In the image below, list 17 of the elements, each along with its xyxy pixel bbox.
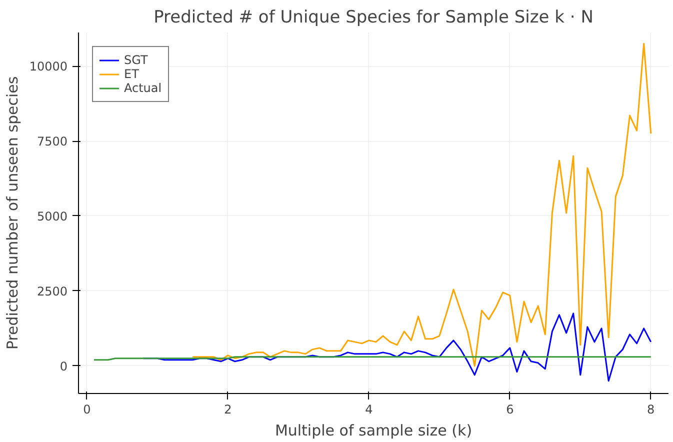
y-tick-label: 2500	[36, 284, 68, 298]
y-axis-title: Predicted number of unseen species	[3, 76, 22, 350]
chart-title: Predicted # of Unique Species for Sample Size k · N	[154, 8, 594, 28]
x-tick-label: 0	[83, 402, 91, 416]
legend-label: SGT	[124, 53, 148, 67]
line-series	[192, 42, 652, 367]
x-tick-label: 8	[647, 402, 655, 416]
legend-label: Actual	[124, 81, 162, 95]
x-tick-label: 4	[365, 402, 373, 416]
y-tick-label: 5000	[36, 210, 68, 224]
x-tick-label: 2	[224, 402, 232, 416]
y-tick-label: 10000	[29, 60, 68, 74]
y-tick-label: 7500	[36, 134, 68, 149]
x-axis-title: Multiple of sample size (k)	[274, 422, 472, 440]
y-tick-label: 0	[60, 359, 68, 374]
x-tick-label: 6	[506, 402, 514, 416]
legend-label: ET	[124, 67, 140, 81]
